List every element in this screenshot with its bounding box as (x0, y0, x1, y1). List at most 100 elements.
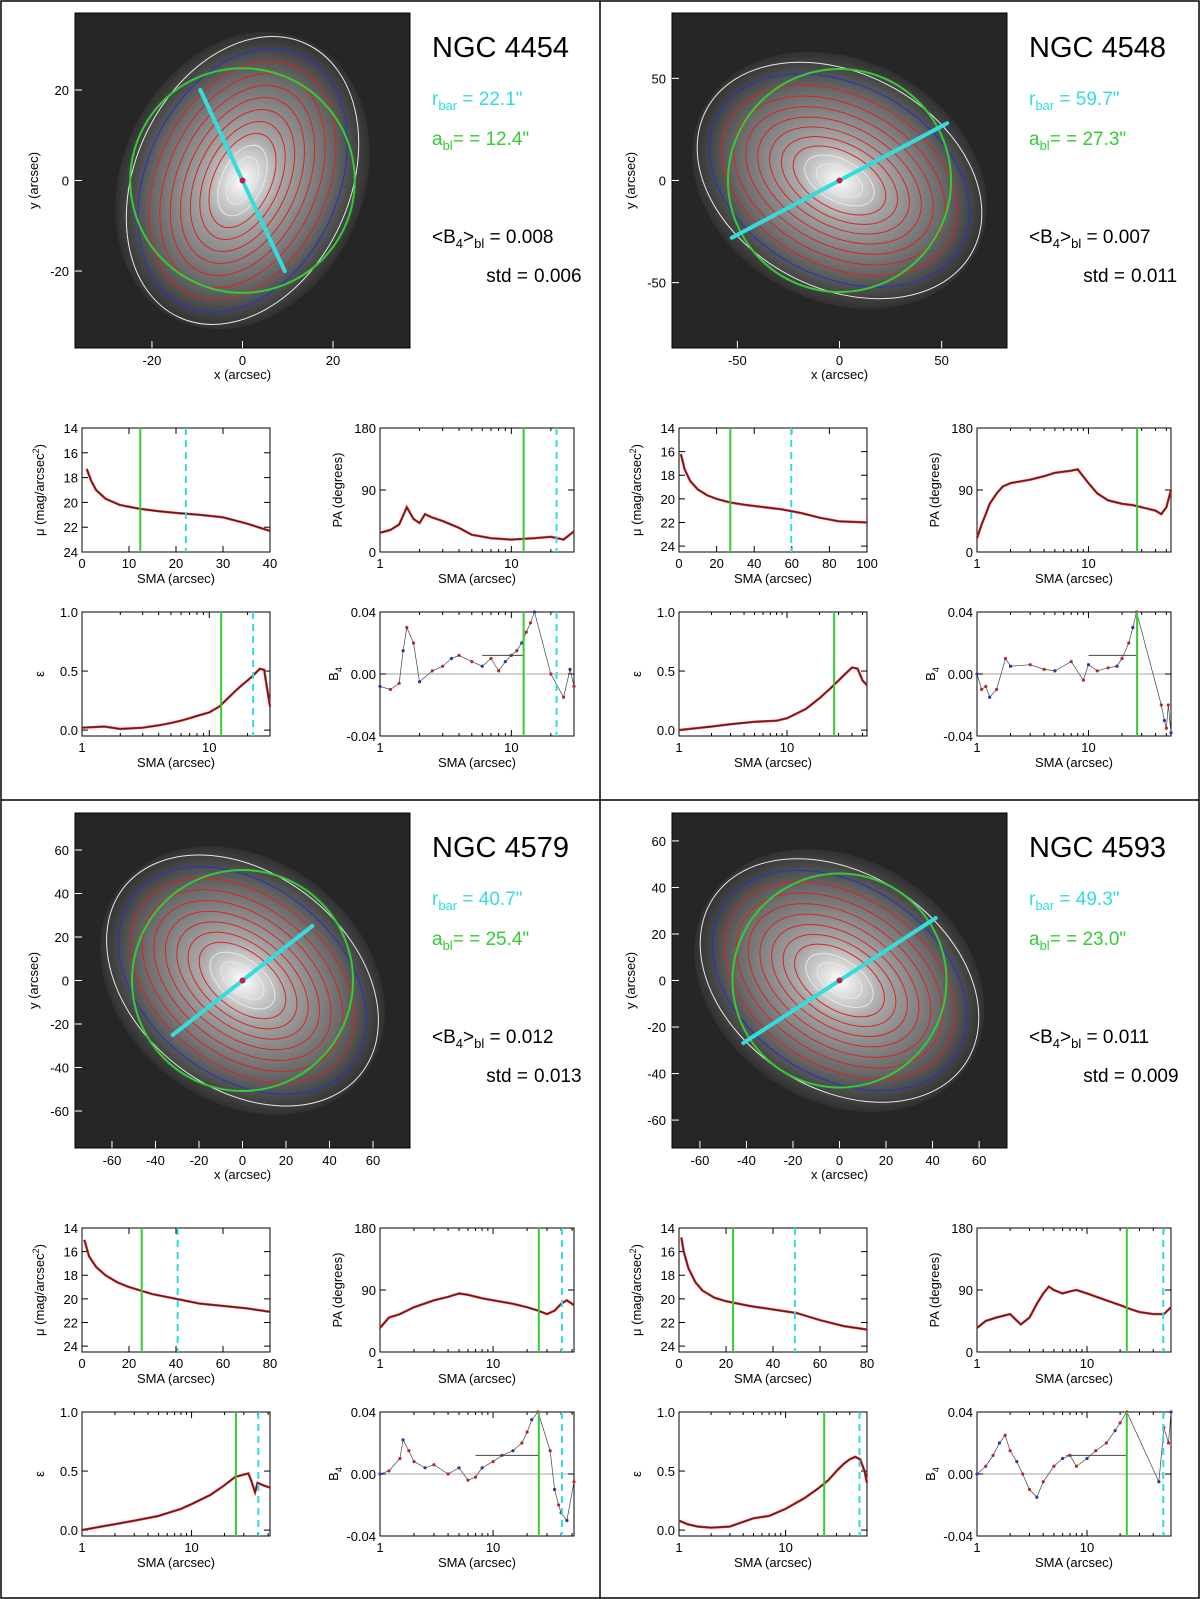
mu-profile-xtick-label: 20 (169, 556, 183, 571)
image-ytick-label: 20 (55, 930, 69, 945)
mu-profile-xtick-label: 40 (766, 1356, 780, 1371)
b4-profile-xtick-label: 1 (376, 1540, 383, 1555)
mu-profile-xlabel: SMA (arcsec) (137, 571, 215, 586)
galaxy-isophote (696, 61, 983, 300)
mu-profile-xtick-label: 60 (813, 1356, 827, 1371)
galaxy-isophote (815, 163, 864, 198)
b4-profile-xlabel: SMA (arcsec) (438, 1555, 516, 1570)
image-xtick-label: -50 (728, 353, 747, 368)
image-xlabel: x (arcsec) (214, 367, 271, 382)
galaxy-isophote (169, 84, 316, 277)
image-ytick-label: -40 (50, 1061, 69, 1076)
pa-profile-ylabel: PA (degrees) (330, 1253, 345, 1328)
mu-profile-xlabel: SMA (arcsec) (137, 1371, 215, 1386)
image-xtick-label: 60 (972, 1153, 986, 1168)
image-ytick-label: 60 (652, 834, 666, 849)
std-value: 0.013 (534, 1066, 582, 1087)
pa-profile-ylabel: PA (degrees) (927, 1253, 942, 1328)
image-ytick-label: 50 (652, 71, 666, 86)
mu-profile-xtick-label: 20 (122, 1356, 136, 1371)
pa-profile-ylabel: PA (degrees) (330, 453, 345, 528)
pa-profile-ytick-label: 180 (354, 1221, 376, 1236)
mu-profile-ytick-label: 14 (64, 1221, 78, 1236)
eps-profile-frame (81, 1411, 271, 1537)
b4-mean-annotation: <B4>bl = 0.007 (1029, 227, 1150, 251)
b4-mean-annotation: <B4>bl = 0.008 (432, 227, 553, 251)
eps-profile-xtick-label: 1 (78, 1540, 85, 1555)
galaxy-isophote (757, 116, 922, 245)
b4-profile-ytick-label: -0.04 (943, 1529, 973, 1544)
galaxy-isophote (209, 951, 276, 1010)
mu-profile-ytick-label: 20 (64, 1292, 78, 1307)
image-xtick-label: -60 (691, 1153, 710, 1168)
b4-profile-series-line (379, 1411, 575, 1522)
eps-profile: 1 10 0.0 0.5 1.0 SMA (arcsec) ε (629, 1405, 869, 1570)
pa-profile-ytick-label: 0 (966, 545, 973, 560)
pa-profile-xtick-label: 1 (376, 1356, 383, 1371)
mu-profile: 0 20 40 60 80 14 16 18 20 22 24 SMA (arcsec) μ (mag/… (628, 1221, 874, 1386)
galaxy-isophote (769, 126, 910, 235)
image-ytick-label: 20 (55, 83, 69, 98)
galaxy-isophote (827, 171, 852, 190)
galaxy-isophote (733, 95, 946, 266)
pa-profile-xlabel: SMA (arcsec) (438, 1371, 516, 1386)
image-xlabel: x (arcsec) (214, 1167, 271, 1182)
galaxy-isophote (141, 889, 344, 1072)
galaxy-isophote (208, 132, 277, 229)
galaxy-panel-4: -60 -40 -20 0 20 40 60 -60 -40 -20 0 20 40 60 x (arcse… (623, 812, 1179, 1570)
b4-profile: 1 10 -0.04 0.00 0.04 SMA (arcsec) B4 (923, 1405, 1173, 1570)
mu-profile-ytick-label: 18 (64, 1268, 78, 1283)
b4-profile-series-line (379, 610, 575, 699)
b4-profile-ytick-label: -0.04 (943, 729, 973, 744)
eps-profile-frame (81, 611, 271, 737)
pa-profile-frame (379, 1227, 575, 1353)
eps-profile-xlabel: SMA (arcsec) (734, 755, 812, 770)
galaxy-image: -60 -40 -20 0 20 40 60 -60 -40 -20 0 20 40 60 x (arcse… (623, 812, 1008, 1182)
pa-profile-frame (379, 427, 575, 553)
galaxy-name: NGC 4579 (432, 832, 569, 864)
b4-profile-ylabel: B4 (923, 1467, 941, 1481)
image-xtick-label: 0 (239, 1153, 246, 1168)
mu-profile-xtick-label: 60 (216, 1356, 230, 1371)
galaxy-isophote (827, 971, 852, 990)
pa-profile-ytick-label: 0 (369, 1345, 376, 1360)
mu-profile-xtick-label: 10 (122, 556, 136, 571)
b4-profile-ytick-label: 0.00 (948, 667, 973, 682)
mu-profile-ytick-label: 20 (64, 495, 78, 510)
pa-profile-xtick-label: 1 (973, 556, 980, 571)
image-xtick-label: -20 (784, 1153, 803, 1168)
eps-profile-xlabel: SMA (arcsec) (734, 1555, 812, 1570)
mu-profile-ytick-label: 20 (661, 1292, 675, 1307)
mu-profile-ytick-label: 22 (661, 515, 675, 530)
pa-profile-xtick-label: 1 (973, 1356, 980, 1371)
mu-profile-ytick-label: 18 (661, 468, 675, 483)
b4-profile-ytick-label: -0.04 (346, 1529, 376, 1544)
image-ytick-label: -20 (50, 264, 69, 279)
eps-profile-xtick-label: 10 (778, 1540, 792, 1555)
b4-profile-xtick-label: 10 (486, 1540, 500, 1555)
b4-profile-ytick-label: 0.04 (351, 1405, 376, 1420)
eps-profile-xtick-label: 10 (780, 740, 794, 755)
nucleus-marker (239, 977, 246, 984)
galaxy-isophote (234, 168, 251, 193)
galaxy-image: -50 0 50 -50 0 50 x (arcsec) y (arcsec) (623, 12, 1008, 382)
galaxy-isophote (199, 120, 286, 241)
b4-profile-point (1169, 731, 1173, 735)
eps-profile-series-line-core (81, 668, 271, 730)
pa-profile-series-line-core (379, 1293, 575, 1329)
eps-profile-ylabel: ε (32, 1471, 47, 1477)
mu-profile-ytick-label: 16 (64, 446, 78, 461)
bl-circle (129, 67, 356, 294)
galaxy-isophote (794, 943, 885, 1018)
mu-profile-series-line-core (680, 453, 868, 523)
pa-profile: 1 10 0 90 180 SMA (arcsec) PA (degrees) (330, 1221, 575, 1386)
galaxy-isophote (771, 923, 908, 1038)
eps-profile-series-line-core (678, 667, 868, 731)
galaxy-isophote (735, 892, 944, 1069)
galaxy-isophote (816, 962, 863, 999)
galaxy-isophote (780, 136, 899, 225)
bl-circle (726, 67, 953, 294)
eps-profile-ytick-label: 1.0 (657, 1405, 675, 1420)
image-xtick-label: -20 (190, 1153, 209, 1168)
b4-mean-annotation: <B4>bl = 0.011 (1029, 1027, 1149, 1051)
